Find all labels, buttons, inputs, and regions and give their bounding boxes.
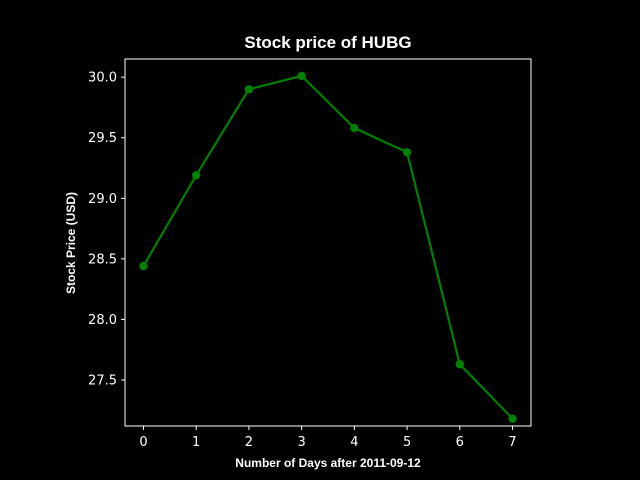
data-point: [297, 71, 306, 81]
data-point: [139, 261, 148, 271]
data-point: [244, 85, 254, 94]
y-axis: 27.5 28.0 28.5 29.0 29.5 30.0: [88, 71, 125, 388]
x-tick-label: 0: [139, 435, 147, 450]
data-point: [455, 360, 465, 369]
series-line: [142, 74, 514, 420]
x-tick-label: 4: [350, 435, 358, 450]
x-tick-label: 6: [456, 435, 464, 450]
data-point: [350, 123, 359, 133]
x-tick-label: 5: [403, 435, 411, 450]
y-tick-label: 29.0: [88, 192, 117, 207]
x-axis: 0 1 2 3 4 5 6 7: [139, 426, 517, 450]
series-layer: [139, 71, 517, 423]
data-point: [508, 414, 517, 423]
y-axis-label: Stock Price (USD): [64, 192, 78, 294]
x-tick-label: 1: [192, 435, 200, 450]
y-tick-label: 29.5: [88, 131, 117, 146]
chart-title: Stock price of HUBG: [244, 33, 411, 52]
x-tick-label: 2: [245, 435, 253, 450]
y-tick-label: 28.5: [88, 252, 117, 267]
plot-area-frame: [124, 58, 532, 427]
data-point: [402, 148, 412, 157]
y-tick-label: 27.5: [88, 373, 117, 388]
data-point: [191, 171, 201, 180]
y-tick-label: 28.0: [88, 313, 117, 328]
x-axis-label: Number of Days after 2011-09-12: [235, 456, 421, 470]
x-tick-label: 3: [297, 435, 305, 450]
y-tick-label: 30.0: [88, 71, 117, 86]
x-tick-label: 7: [508, 435, 516, 450]
